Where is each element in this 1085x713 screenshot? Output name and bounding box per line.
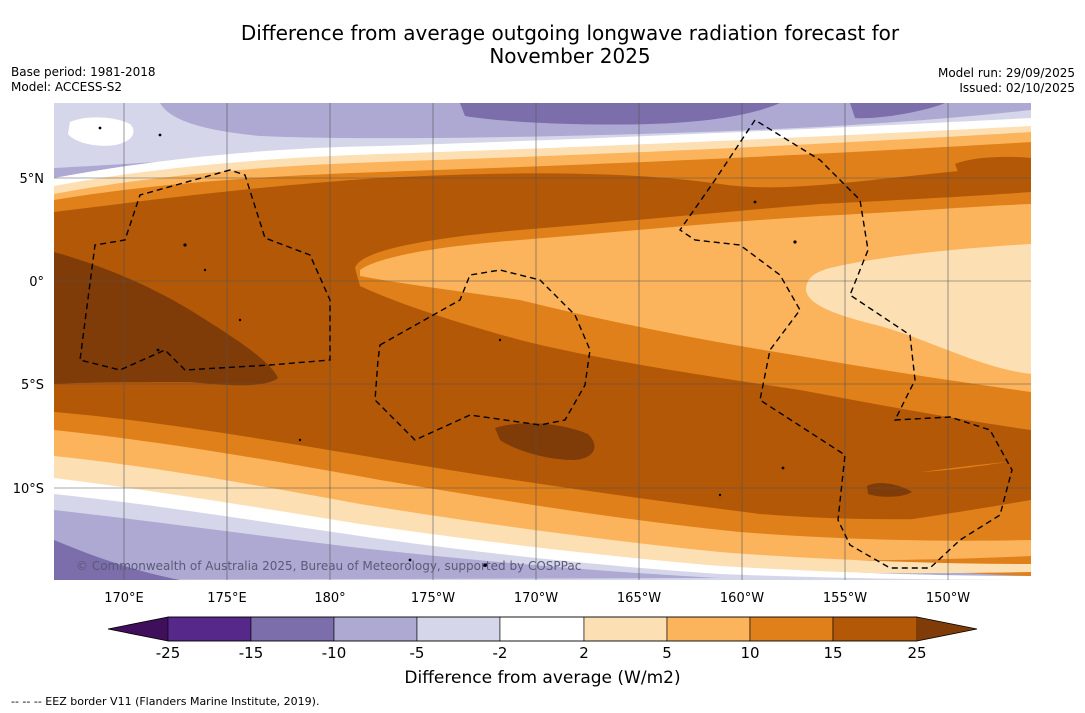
darkest-patch-east xyxy=(867,483,912,497)
colorbar-swatch xyxy=(167,616,252,642)
island xyxy=(498,338,502,342)
colorbar-tick: -5 xyxy=(410,644,425,662)
darkest-patch-central xyxy=(495,423,595,460)
base-period: Base period: 1981-2018 xyxy=(11,65,156,79)
meta-left: Base period: 1981-2018 Model: ACCESS-S2 xyxy=(11,65,156,95)
title-line-2: November 2025 xyxy=(489,44,651,68)
island xyxy=(98,126,102,130)
colorbar-tick: -25 xyxy=(156,644,181,662)
model-name: Model: ACCESS-S2 xyxy=(11,80,123,94)
colorbar-swatch xyxy=(250,616,335,642)
lat-label: 5°N xyxy=(20,172,45,187)
light-orange-tongue xyxy=(360,204,1031,392)
colorbar-swatch xyxy=(749,616,834,642)
copyright-text: © Commonwealth of Australia 2025, Bureau… xyxy=(76,559,581,573)
lon-label: 165°W xyxy=(617,591,661,606)
island xyxy=(408,558,412,562)
island xyxy=(158,133,162,137)
lat-label: 0° xyxy=(29,275,44,290)
colorbar-tick: -15 xyxy=(239,644,264,662)
white-patch-topleft xyxy=(68,117,134,146)
lat-label: 5°S xyxy=(21,378,44,393)
colorbar-tick: 5 xyxy=(662,644,672,662)
colorbar-tick: 2 xyxy=(579,644,589,662)
lon-label: 170°W xyxy=(514,591,558,606)
colorbar-swatch xyxy=(583,616,668,642)
colorbar-extend-left xyxy=(108,617,168,641)
colorbar: -25 -15 -10 -5 -2 2 5 10 15 25 xyxy=(107,616,978,662)
colorbar-ticks: -25 -15 -10 -5 -2 2 5 10 15 25 xyxy=(156,644,927,662)
lon-label: 150°W xyxy=(926,591,970,606)
island xyxy=(483,563,487,567)
colorbar-tick: 10 xyxy=(740,644,759,662)
island xyxy=(156,348,160,352)
lon-label: 170°E xyxy=(104,591,144,606)
pale-patch-east xyxy=(806,244,1031,374)
island xyxy=(238,318,242,322)
island xyxy=(793,240,797,244)
eez-borders xyxy=(79,119,1013,569)
title-line-1: Difference from average outgoing longwav… xyxy=(240,21,900,45)
map-area: © Commonwealth of Australia 2025, Bureau… xyxy=(54,103,1031,580)
lon-labels: 170°E 175°E 180° 175°W 170°W 165°W 160°W… xyxy=(104,591,970,606)
lon-label: 175°E xyxy=(207,591,247,606)
lon-label: 155°W xyxy=(823,591,867,606)
colorbar-swatch xyxy=(499,616,585,642)
island xyxy=(781,466,785,470)
eez-legend: -- -- -- EEZ border V11 (Flanders Marine… xyxy=(11,695,320,708)
darkest-patch-west xyxy=(54,252,278,386)
island xyxy=(183,243,187,247)
colorbar-tick: -2 xyxy=(493,644,508,662)
colorbar-swatch xyxy=(333,616,418,642)
gridlines xyxy=(54,103,1031,580)
colorbar-tick: -10 xyxy=(322,644,347,662)
island xyxy=(753,200,757,204)
eez-border-kiribati-gilbert xyxy=(79,169,331,371)
purple-south-2 xyxy=(54,510,720,580)
purple-dark-top xyxy=(460,103,780,125)
meta-right: Model run: 29/09/2025 Issued: 02/10/2025 xyxy=(938,66,1075,96)
chart-title: Difference from average outgoing longwav… xyxy=(170,22,970,68)
lon-label: 180° xyxy=(314,591,345,606)
colorbar-swatch xyxy=(832,616,918,642)
colorbar-label: Difference from average (W/m2) xyxy=(404,668,681,688)
island xyxy=(298,438,302,442)
island xyxy=(203,268,207,272)
island xyxy=(718,493,722,497)
colorbar-tick: 25 xyxy=(907,644,926,662)
purple-dark-topright xyxy=(850,103,945,119)
lon-label: 160°W xyxy=(720,591,764,606)
colorbar-tick: 15 xyxy=(823,644,842,662)
eez-border-tokelau xyxy=(374,269,591,441)
purple-dark-south xyxy=(54,540,180,580)
colorbar-swatch xyxy=(416,616,501,642)
model-run: Model run: 29/09/2025 xyxy=(937,66,1075,80)
lon-label: 175°W xyxy=(411,591,455,606)
lat-label: 10°S xyxy=(13,482,44,497)
lat-labels: 5°N 0° 5°S 10°S xyxy=(13,172,44,497)
brown-patch-ne xyxy=(955,156,1031,178)
issued-date: Issued: 02/10/2025 xyxy=(959,81,1075,95)
island-specks xyxy=(98,126,797,567)
eez-border-line-islands xyxy=(679,119,1013,569)
orange-south xyxy=(54,412,1031,553)
colorbar-extend-right xyxy=(917,617,977,641)
colorbar-swatch xyxy=(666,616,751,642)
